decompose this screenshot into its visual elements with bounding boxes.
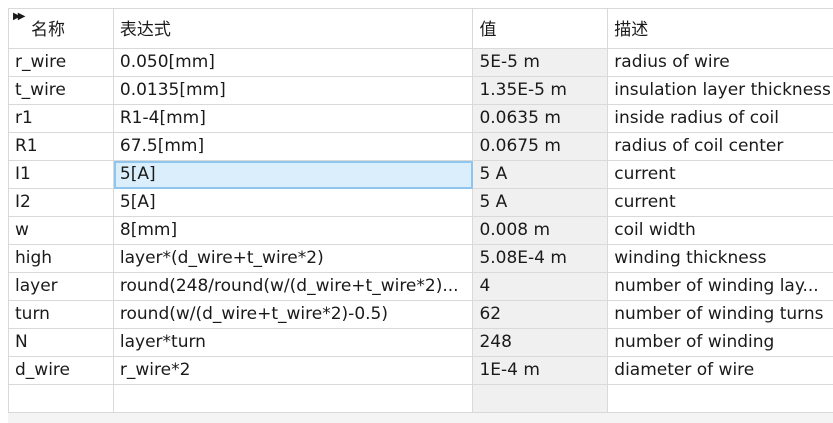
column-header-value-label: 值: [479, 20, 497, 40]
column-header-name-label: 名称: [31, 20, 65, 40]
cell-name[interactable]: I2: [9, 189, 114, 217]
cell-description-empty[interactable]: [608, 385, 833, 413]
table-row[interactable]: r_wire 0.050[mm] 5E-5 m radius of wire: [9, 49, 833, 77]
cell-value: 5 A: [473, 189, 609, 217]
cell-expression[interactable]: 0.050[mm]: [113, 49, 474, 77]
table-row[interactable]: d_wire r_wire*2 1E-4 m diameter of wire: [9, 357, 833, 385]
table-row[interactable]: w 8[mm] 0.008 m coil width: [9, 217, 833, 245]
cell-description[interactable]: current: [608, 161, 833, 189]
cell-name[interactable]: R1: [9, 133, 114, 161]
table-row[interactable]: layer round(248/round(w/(d_wire+t_wire*2)…: [9, 273, 833, 301]
cell-description[interactable]: coil width: [608, 217, 833, 245]
cell-description[interactable]: radius of wire: [608, 49, 833, 77]
cell-expression[interactable]: r_wire*2: [113, 357, 474, 385]
cell-value: 4: [473, 273, 609, 301]
cell-value: 0.0635 m: [473, 105, 609, 133]
cell-expression[interactable]: 0.0135[mm]: [113, 77, 474, 105]
cell-expression[interactable]: round(w/(d_wire+t_wire*2)-0.5): [113, 301, 474, 329]
column-header-description-label: 描述: [614, 20, 649, 40]
left-margin: [0, 0, 8, 422]
cell-expression[interactable]: 67.5[mm]: [113, 133, 474, 161]
cell-value: 248: [473, 329, 609, 357]
cell-name[interactable]: I1: [9, 161, 114, 189]
cell-description[interactable]: radius of coil center: [608, 133, 833, 161]
cell-name[interactable]: w: [9, 217, 114, 245]
cell-description[interactable]: winding thickness: [608, 245, 833, 273]
cell-description[interactable]: insulation layer thickness: [608, 77, 833, 105]
cell-name[interactable]: r_wire: [9, 49, 114, 77]
double-triangle-right-icon[interactable]: ▶▶: [13, 11, 26, 22]
cell-value: 0.008 m: [473, 217, 609, 245]
cell-value: 1.35E-5 m: [473, 77, 609, 105]
cell-name[interactable]: turn: [9, 301, 114, 329]
cell-value: 0.0675 m: [473, 133, 609, 161]
column-header-expression-label: 表达式: [119, 20, 171, 40]
cell-value: 5 A: [473, 161, 609, 189]
table-row[interactable]: R1 67.5[mm] 0.0675 m radius of coil center: [9, 133, 833, 161]
cell-name[interactable]: r1: [9, 105, 114, 133]
cell-expression[interactable]: layer*(d_wire+t_wire*2): [113, 245, 474, 273]
column-header-description[interactable]: 描述: [608, 9, 833, 49]
cell-expression[interactable]: round(248/round(w/(d_wire+t_wire*2)...: [113, 273, 474, 301]
column-header-value[interactable]: 值: [473, 9, 609, 49]
cell-expression[interactable]: 5[A]: [113, 189, 474, 217]
cell-name[interactable]: high: [9, 245, 114, 273]
cell-expression[interactable]: 8[mm]: [113, 217, 474, 245]
cell-name[interactable]: t_wire: [9, 77, 114, 105]
table-row[interactable]: turn round(w/(d_wire+t_wire*2)-0.5) 62 numb…: [9, 301, 833, 329]
table-row[interactable]: t_wire 0.0135[mm] 1.35E-5 m insulation laye…: [9, 77, 833, 105]
cell-expression-empty[interactable]: [113, 385, 474, 413]
table-row[interactable]: r1 R1-4[mm] 0.0635 m inside radius of coil: [9, 105, 833, 133]
cell-name[interactable]: d_wire: [9, 357, 114, 385]
cell-name[interactable]: N: [9, 329, 114, 357]
table-row-empty[interactable]: [9, 385, 833, 413]
cell-description[interactable]: inside radius of coil: [608, 105, 833, 133]
cell-description[interactable]: number of winding lay...: [608, 273, 833, 301]
table-row[interactable]: high layer*(d_wire+t_wire*2) 5.08E-4 m wind…: [9, 245, 833, 273]
table-body: r_wire 0.050[mm] 5E-5 m radius of wire t_wir…: [9, 49, 833, 385]
cell-description[interactable]: number of winding: [608, 329, 833, 357]
cell-value: 5.08E-4 m: [473, 245, 609, 273]
cell-value: 5E-5 m: [473, 49, 609, 77]
cell-description[interactable]: current: [608, 189, 833, 217]
cell-name[interactable]: layer: [9, 273, 114, 301]
table-bottom-strip: [8, 412, 833, 423]
parameters-table: ▶▶ 名称 表达式 值 描述 r_wire 0.050[mm] 5E-5 m radi…: [8, 8, 833, 422]
cell-value: 62: [473, 301, 609, 329]
cell-description[interactable]: diameter of wire: [608, 357, 833, 385]
column-header-name[interactable]: ▶▶ 名称: [9, 9, 114, 49]
cell-value: 1E-4 m: [473, 357, 609, 385]
column-header-expression[interactable]: 表达式: [113, 9, 474, 49]
table-header-row: ▶▶ 名称 表达式 值 描述: [9, 9, 833, 49]
cell-expression[interactable]: layer*turn: [113, 329, 474, 357]
cell-name-empty[interactable]: [9, 385, 114, 413]
cell-description[interactable]: number of winding turns: [608, 301, 833, 329]
cell-expression[interactable]: 5[A]: [113, 161, 474, 189]
cell-value-empty: [473, 385, 609, 413]
cell-expression[interactable]: R1-4[mm]: [113, 105, 474, 133]
